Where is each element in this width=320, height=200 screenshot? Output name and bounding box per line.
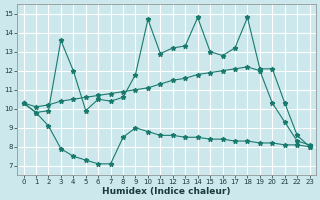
X-axis label: Humidex (Indice chaleur): Humidex (Indice chaleur)	[102, 187, 231, 196]
